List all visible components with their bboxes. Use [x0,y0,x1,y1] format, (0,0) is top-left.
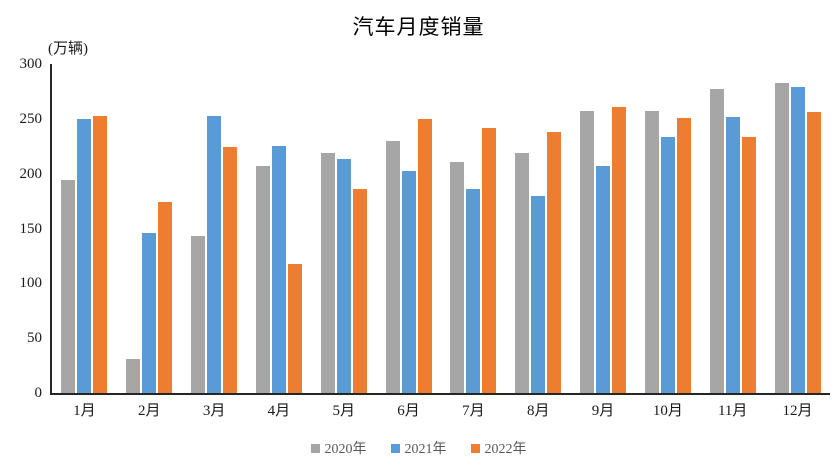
bar-group-10月 [635,64,700,393]
bar-group-6月 [376,64,441,393]
bar-group-2月 [117,64,182,393]
bar-2020年-6月 [385,141,400,393]
bar-2020年-3月 [191,236,206,393]
x-tick-label: 9月 [591,403,615,419]
bar-2021年-4月 [271,146,286,393]
bar-2021年-10月 [660,137,675,393]
legend-swatch-icon [470,443,480,453]
bar-group-4月 [246,64,311,393]
plot-area [50,64,830,395]
bar-2022年-5月 [352,189,367,393]
bar-2021年-1月 [77,119,92,393]
legend: 2020年 2021年 2022年 [0,438,837,458]
x-tick-label: 3月 [202,403,226,419]
bar-2020年-5月 [320,153,335,393]
x-axis-labels: 1月 2月 3月 4月 5月 6月 7月 8月 9月 10月 11月 12月 [52,399,830,420]
legend-label: 2020年 [324,442,367,457]
bar-group-5月 [311,64,376,393]
bar-2022年-1月 [93,116,108,393]
bar-group-12月 [765,64,830,393]
bar-2022年-8月 [547,132,562,393]
bar-2021年-12月 [790,87,805,393]
bar-2020年-7月 [450,162,465,393]
legend-swatch-icon [310,443,320,453]
bar-2022年-12月 [806,112,821,393]
bar-2020年-11月 [709,89,724,393]
bar-group-1月 [52,64,117,393]
bar-2021年-3月 [207,116,222,393]
bar-2022年-9月 [612,107,627,393]
y-tick-label: 150 [19,220,43,237]
bar-2021年-8月 [531,196,546,393]
bar-2022年-2月 [158,202,173,393]
bar-2022年-11月 [741,137,756,393]
legend-item-2020年: 2020年 [310,438,367,458]
legend-item-2021年: 2021年 [390,438,447,458]
x-tick-label: 11月 [717,403,748,419]
y-axis-unit-label: (万辆) [48,41,88,57]
bar-2021年-2月 [142,233,157,393]
bar-2022年-10月 [676,118,691,393]
x-tick-label: 2月 [137,403,161,419]
x-tick-label: 7月 [462,403,485,419]
bar-2020年-12月 [774,83,789,393]
y-tick-label: 0 [34,385,43,401]
bar-2020年-8月 [515,153,530,393]
bar-2021年-5月 [336,159,351,393]
bar-groups [52,64,830,393]
bar-group-8月 [506,64,571,393]
bar-2021年-7月 [466,189,481,393]
bar-group-7月 [441,64,506,393]
y-tick-label: 300 [19,56,43,72]
y-tick-label: 200 [19,165,43,182]
bar-2021年-11月 [725,117,740,393]
bar-2022年-6月 [417,119,432,393]
bar-2020年-9月 [580,111,595,393]
chart-title: 汽车月度销量 [352,15,485,39]
y-tick-label: 250 [19,110,43,127]
bar-2022年-3月 [223,147,238,393]
y-tick-label: 50 [27,330,42,347]
bar-2022年-4月 [287,264,302,393]
x-tick-label: 1月 [73,403,96,419]
bar-group-11月 [700,64,765,393]
bar-2022年-7月 [482,128,497,393]
bar-2020年-1月 [61,180,76,393]
legend-item-2022年: 2022年 [470,438,527,458]
bar-group-3月 [182,64,247,393]
x-tick-label: 4月 [267,403,291,419]
x-tick-label: 5月 [332,403,355,419]
y-tick-label: 100 [19,275,43,292]
legend-swatch-icon [390,443,400,453]
bar-2021年-9月 [596,166,611,393]
legend-label: 2022年 [484,442,527,457]
bar-2020年-2月 [126,359,141,393]
bar-2020年-10月 [644,111,659,393]
bar-2021年-6月 [401,171,416,393]
legend-label: 2021年 [404,442,447,457]
bar-2020年-4月 [255,166,270,393]
x-tick-label: 10月 [652,403,683,419]
x-tick-label: 12月 [782,403,813,419]
x-tick-label: 8月 [526,403,550,419]
bar-group-9月 [571,64,636,393]
x-tick-label: 6月 [397,403,420,419]
